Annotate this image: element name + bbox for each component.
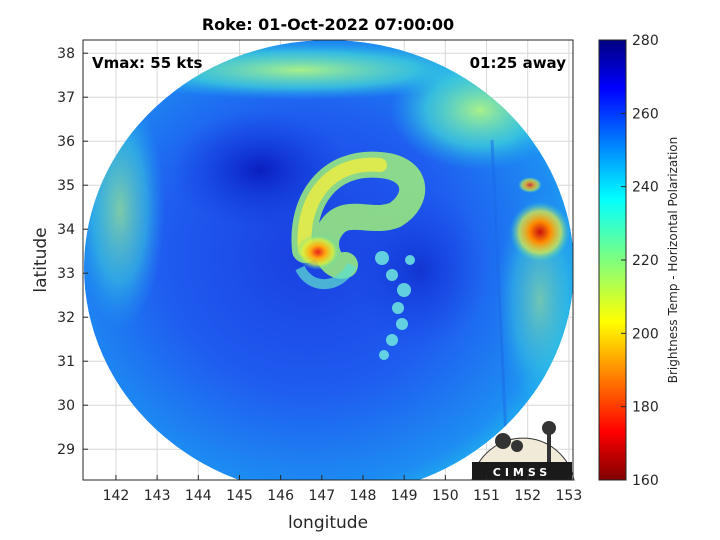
colorbar-tick-label: 240 <box>632 180 659 196</box>
x-tick-label: 149 <box>391 488 418 504</box>
colorbar-tick-label: 200 <box>632 326 659 342</box>
y-tick-label: 31 <box>57 354 75 370</box>
y-tick-label: 32 <box>57 310 75 326</box>
colorbar-tick-label: 180 <box>632 400 659 416</box>
vmax-annotation: Vmax: 55 kts <box>92 54 202 72</box>
x-tick-label: 145 <box>226 488 253 504</box>
y-axis-label: latitude <box>31 227 51 292</box>
x-tick-label: 153 <box>556 488 583 504</box>
colorbar-tick-label: 220 <box>632 253 659 269</box>
y-tick-label: 37 <box>57 90 75 106</box>
cimss-logo: CIMSS <box>471 421 575 481</box>
x-tick-label: 152 <box>514 488 541 504</box>
y-tick-label: 29 <box>57 442 75 458</box>
x-tick-label: 147 <box>308 488 335 504</box>
svg-text:CIMSS: CIMSS <box>493 466 551 479</box>
x-tick-label: 146 <box>267 488 294 504</box>
x-tick-label: 150 <box>432 488 459 504</box>
colorbar-ticks: 160 180 200 220 240 260 280 <box>621 33 659 489</box>
colorbar-tick-label: 280 <box>632 33 659 49</box>
colorbar-label: Brightness Temp - Horizontal Polarizatio… <box>666 137 680 384</box>
x-tick-label: 144 <box>185 488 212 504</box>
x-tick-label: 151 <box>473 488 500 504</box>
axes-box <box>82 39 574 481</box>
y-tick-label: 33 <box>57 266 75 282</box>
chart-title: Roke: 01-Oct-2022 07:00:00 <box>202 15 454 34</box>
colorbar-tick-label: 160 <box>632 473 659 489</box>
y-tick-label: 38 <box>57 46 75 62</box>
x-tick-label: 148 <box>350 488 377 504</box>
x-tick-label: 142 <box>103 488 130 504</box>
x-axis-label: longitude <box>288 513 368 533</box>
x-axis-ticks: 142 143 144 145 146 147 148 149 150 151 152 153 <box>103 475 583 504</box>
x-tick-label: 143 <box>144 488 171 504</box>
y-axis-ticks: 29 30 31 32 33 34 35 36 37 38 <box>57 46 88 458</box>
y-tick-label: 34 <box>57 222 75 238</box>
y-tick-label: 36 <box>57 134 75 150</box>
time-away-annotation: 01:25 away <box>470 54 567 72</box>
colorbar-tick-label: 260 <box>632 106 659 122</box>
y-tick-label: 30 <box>57 398 75 414</box>
y-tick-label: 35 <box>57 178 75 194</box>
